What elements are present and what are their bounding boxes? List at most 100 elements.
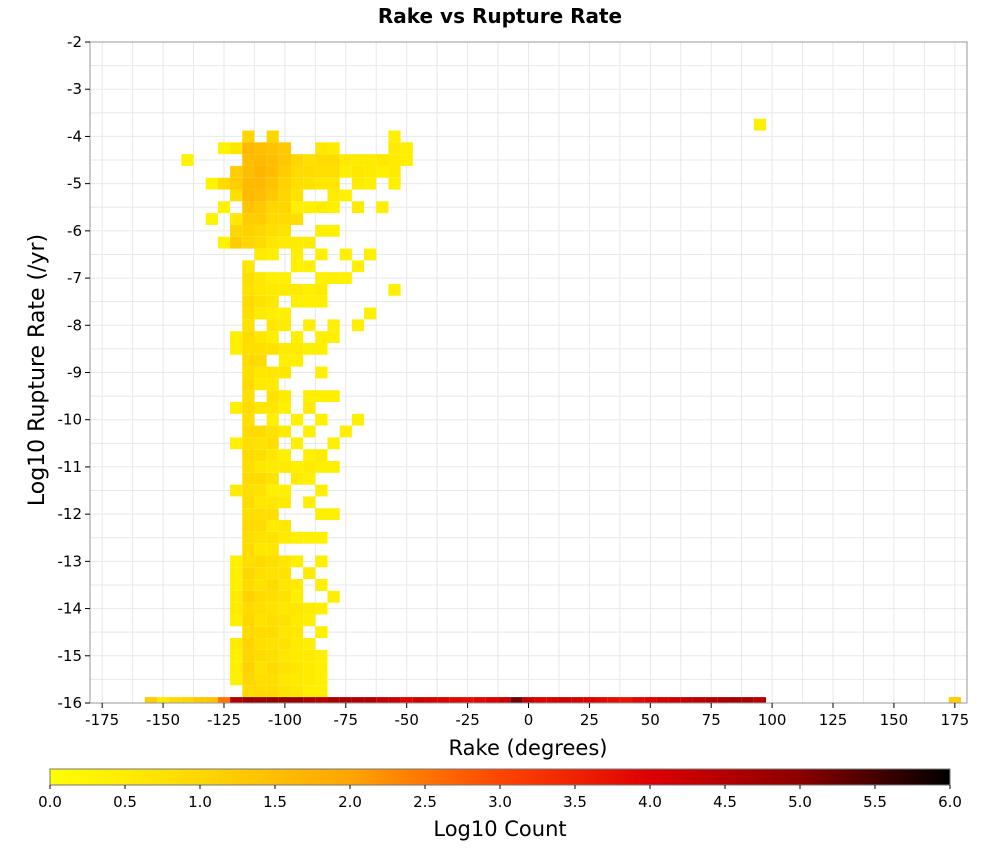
heatmap-cell xyxy=(254,697,267,703)
x-tick-label: 0 xyxy=(524,711,534,729)
heatmap-cell xyxy=(254,213,267,225)
heatmap-cell xyxy=(315,331,328,343)
heatmap-cell xyxy=(254,626,267,639)
heatmap-cell xyxy=(217,201,231,214)
heatmap-cell xyxy=(278,354,291,367)
heatmap-cell xyxy=(266,697,279,703)
y-tick-label: -15 xyxy=(58,647,83,665)
x-axis-label: Rake (degrees) xyxy=(449,736,608,760)
heatmap-cell xyxy=(230,437,243,450)
heatmap-cell xyxy=(266,366,279,379)
heatmap-cell xyxy=(315,484,328,497)
heatmap-cell xyxy=(266,520,279,532)
heatmap-cell xyxy=(254,673,267,686)
heatmap-cell xyxy=(254,366,267,379)
heatmap-cell xyxy=(327,165,340,178)
heatmap-cell xyxy=(290,213,304,225)
heatmap-cell xyxy=(254,649,267,662)
heatmap-cell xyxy=(242,390,255,403)
y-tick-label: -9 xyxy=(67,364,82,382)
y-tick-label: -16 xyxy=(58,694,83,712)
heatmap-cell xyxy=(364,165,377,178)
heatmap-cell xyxy=(388,130,401,143)
heatmap-cell xyxy=(169,697,182,703)
heatmap-cell xyxy=(254,177,267,190)
heatmap-cell xyxy=(266,590,279,603)
x-tick-label: -50 xyxy=(394,711,419,729)
heatmap-cell xyxy=(303,685,316,698)
heatmap-cell xyxy=(266,390,279,403)
heatmap-cell xyxy=(290,295,304,308)
heatmap-cell xyxy=(290,555,304,568)
heatmap-cell xyxy=(266,319,279,332)
colorbar-tick-label: 5.0 xyxy=(788,793,812,811)
heatmap-cell xyxy=(242,165,255,178)
heatmap-cell xyxy=(278,307,291,320)
heatmap-cell xyxy=(230,236,243,249)
heatmap-cell xyxy=(242,531,255,544)
heatmap-cell xyxy=(290,260,304,273)
heatmap-cell xyxy=(351,177,365,190)
heatmap-cell xyxy=(705,697,718,703)
heatmap-cell xyxy=(266,307,279,320)
heatmap-cell xyxy=(266,154,279,166)
heatmap-cell xyxy=(461,697,474,703)
heatmap-cell xyxy=(266,661,279,674)
heatmap-cell xyxy=(290,472,304,485)
heatmap-cell xyxy=(278,496,291,509)
heatmap-cell xyxy=(327,224,340,237)
heatmap-cell xyxy=(242,484,255,497)
y-tick-label: -5 xyxy=(67,175,82,193)
heatmap-cell xyxy=(278,283,291,296)
y-tick-label: -8 xyxy=(67,316,82,334)
y-tick-label: -3 xyxy=(67,80,82,98)
heatmap-cell xyxy=(242,295,255,308)
heatmap-cell xyxy=(400,154,413,166)
heatmap-cell xyxy=(315,177,328,190)
heatmap-cell xyxy=(303,342,316,355)
heatmap-cell xyxy=(619,697,633,703)
heatmap-cell xyxy=(254,602,267,615)
heatmap-cell xyxy=(266,626,279,639)
heatmap-cell xyxy=(278,520,291,532)
heatmap-cell xyxy=(315,661,328,674)
heatmap-cell xyxy=(351,154,365,166)
heatmap-cell xyxy=(729,697,742,703)
heatmap-cell xyxy=(315,248,328,261)
heatmap-cell xyxy=(327,201,340,214)
heatmap-cell xyxy=(376,201,389,214)
heatmap-cell xyxy=(290,189,304,202)
heatmap-cell xyxy=(278,649,291,662)
heatmap-cell xyxy=(217,177,231,190)
heatmap-cell xyxy=(230,661,243,674)
heatmap-cell xyxy=(266,331,279,343)
heatmap-cell xyxy=(254,272,267,284)
heatmap-cell xyxy=(242,177,255,190)
x-tick-label: 100 xyxy=(758,711,787,729)
colorbar-gradient xyxy=(49,768,951,786)
heatmap-cell xyxy=(230,697,243,703)
heatmap-cell xyxy=(230,614,243,627)
heatmap-cell xyxy=(230,638,243,650)
heatmap-cell xyxy=(266,142,279,155)
heatmap-cell xyxy=(217,142,231,155)
heatmap-cell xyxy=(278,189,291,202)
heatmap-cell xyxy=(303,390,316,403)
heatmap-cell xyxy=(290,697,304,703)
heatmap-cell xyxy=(303,472,316,485)
x-tick-label: 125 xyxy=(819,711,848,729)
heatmap-cell xyxy=(388,142,401,155)
heatmap-cell xyxy=(278,626,291,639)
heatmap-cell xyxy=(266,579,279,591)
heatmap-cell xyxy=(242,354,255,367)
heatmap-cell xyxy=(254,354,267,367)
heatmap-cell xyxy=(230,213,243,225)
heatmap-cell xyxy=(290,413,304,426)
heatmap-cell xyxy=(315,626,328,639)
heatmap-cell xyxy=(266,484,279,497)
heatmap-cell xyxy=(351,319,365,332)
heatmap-cell xyxy=(242,130,255,143)
heatmap-cell xyxy=(266,177,279,190)
heatmap-cell xyxy=(266,295,279,308)
heatmap-cell xyxy=(278,272,291,284)
